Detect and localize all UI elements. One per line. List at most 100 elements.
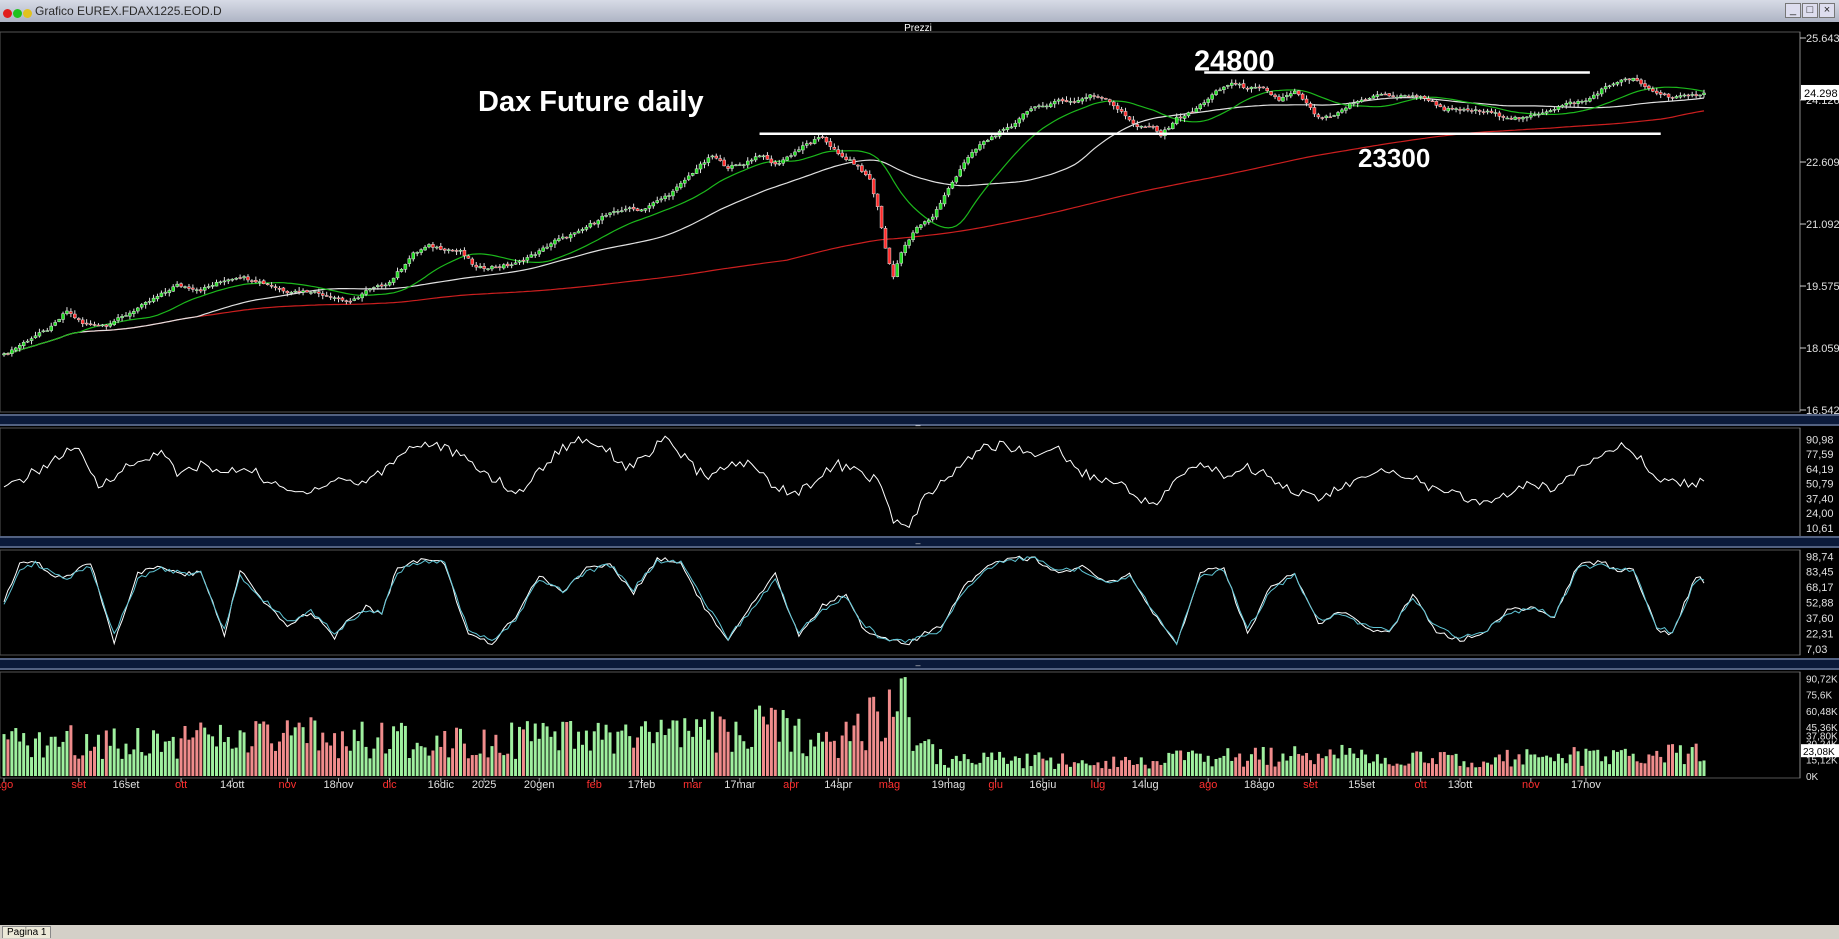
candle-up <box>120 315 124 319</box>
candle-down <box>875 193 880 207</box>
candle-down <box>104 324 109 327</box>
x-tick-label: ott <box>1415 779 1427 791</box>
candle-up <box>639 209 644 212</box>
candle-down <box>1670 97 1675 99</box>
x-tick-label: 17mar <box>724 779 756 791</box>
panel-separator-2[interactable]: – <box>915 538 920 548</box>
candle-down <box>69 311 73 314</box>
close-icon[interactable]: × <box>1819 3 1835 18</box>
stochastic-panel[interactable]: 7,03 22,31 37,60 52,88 68,17 83,45 98,74 <box>3 551 1834 656</box>
volume-bar-up <box>61 741 65 776</box>
candle-down <box>1060 98 1065 102</box>
candle-up <box>1513 116 1517 120</box>
volume-bar-down <box>325 742 329 776</box>
candle-down <box>887 247 892 264</box>
candle-up <box>1336 112 1340 116</box>
candle-up <box>1560 105 1565 108</box>
candle-down <box>879 205 884 229</box>
panel-separator-3[interactable]: – <box>915 660 920 670</box>
candle-down <box>1296 90 1301 95</box>
volume-bar-up <box>1529 754 1533 776</box>
volume-bar-down <box>1297 754 1301 776</box>
candle-down <box>1312 107 1317 115</box>
volume-bar-down <box>89 750 93 776</box>
candle-up <box>730 164 734 169</box>
x-tick-label: giu <box>988 779 1003 791</box>
candle-up <box>797 149 801 152</box>
volume-bar-up <box>848 741 852 776</box>
volume-bar-down <box>856 713 860 776</box>
candle-up <box>1540 112 1545 115</box>
candle-up <box>1592 94 1596 99</box>
volume-panel[interactable]: 0K15,12K30,24K37,80K45,36K60,48K75,6K90,… <box>2 674 1839 783</box>
volume-bar-up <box>348 750 352 776</box>
candle-up <box>946 188 951 196</box>
volume-bar-down <box>868 697 872 776</box>
volume-bar-up <box>813 746 817 776</box>
volume-bar-up <box>1293 746 1297 776</box>
candle-up <box>777 163 781 165</box>
volume-bar-down <box>844 721 848 776</box>
volume-bar-up <box>171 736 175 776</box>
candle-up <box>14 347 18 351</box>
page-tab[interactable]: Pagina 1 <box>2 926 52 938</box>
volume-bar-down <box>1442 751 1446 776</box>
candle-up <box>1285 95 1289 97</box>
volume-bar-down <box>1253 747 1257 776</box>
volume-bar-down <box>718 716 722 776</box>
volume-bar-down <box>832 740 836 776</box>
volume-bar-up <box>1419 751 1423 776</box>
panel-separator-1[interactable]: – <box>915 420 920 430</box>
candle-up <box>151 297 156 302</box>
volume-bar-up <box>1332 754 1336 776</box>
volume-bar-down <box>765 724 769 776</box>
candle-up <box>541 247 545 252</box>
x-tick-label: 14lug <box>1132 779 1159 791</box>
volume-bar-up <box>144 755 148 776</box>
candle-up <box>415 252 419 254</box>
candle-down <box>844 156 848 160</box>
volume-bar-up <box>1615 751 1619 776</box>
volume-bar-up <box>128 754 132 776</box>
volume-bar-up <box>683 718 687 776</box>
candle-up <box>1682 94 1687 97</box>
candle-up <box>222 280 227 283</box>
candle-up <box>533 254 537 256</box>
price-panel[interactable]: 16.54218.05919.57521.09222.60924.12625.6… <box>2 33 1839 417</box>
candle-up <box>1607 85 1612 87</box>
volume-bar-up <box>1690 747 1694 776</box>
candle-up <box>419 249 423 253</box>
volume-bar-down <box>1234 757 1238 776</box>
volume-bar-up <box>1017 758 1021 776</box>
volume-bar-down <box>1667 744 1671 776</box>
volume-bar-down <box>1065 764 1068 776</box>
volume-bar-up <box>1411 752 1415 776</box>
volume-bar-up <box>659 719 663 776</box>
oscillator-panel[interactable]: 10,61 24,00 37,40 50,79 64,19 77,59 90,98 <box>3 435 1834 535</box>
candle-up <box>1037 105 1041 108</box>
volume-bar-down <box>1269 747 1273 776</box>
candle-down <box>265 283 270 286</box>
candle-down <box>1143 126 1147 129</box>
maximize-icon[interactable]: □ <box>1802 3 1818 18</box>
chart-area[interactable]: 16.54218.05919.57521.09222.60924.12625.6… <box>0 22 1839 925</box>
candle-up <box>293 290 297 293</box>
candle-down <box>1643 83 1647 87</box>
x-tick-label: mar <box>683 779 702 791</box>
volume-bar-up <box>797 718 801 776</box>
candle-up <box>167 290 172 294</box>
volume-bar-up <box>1002 757 1006 776</box>
volume-bar-up <box>234 747 238 776</box>
volume-bar-up <box>1206 755 1210 776</box>
volume-bar-up <box>1009 760 1013 776</box>
volume-bar-down <box>714 752 718 776</box>
minimize-icon[interactable]: _ <box>1785 3 1801 18</box>
candle-up <box>383 284 388 287</box>
volume-bar-up <box>1588 750 1592 776</box>
panel-splitter-3 <box>0 658 1839 670</box>
volume-bar-down <box>1112 756 1116 776</box>
candle-up <box>1210 94 1214 100</box>
candle-up <box>954 176 959 183</box>
red-light-icon <box>3 9 12 18</box>
volume-bar-up <box>1171 753 1175 776</box>
